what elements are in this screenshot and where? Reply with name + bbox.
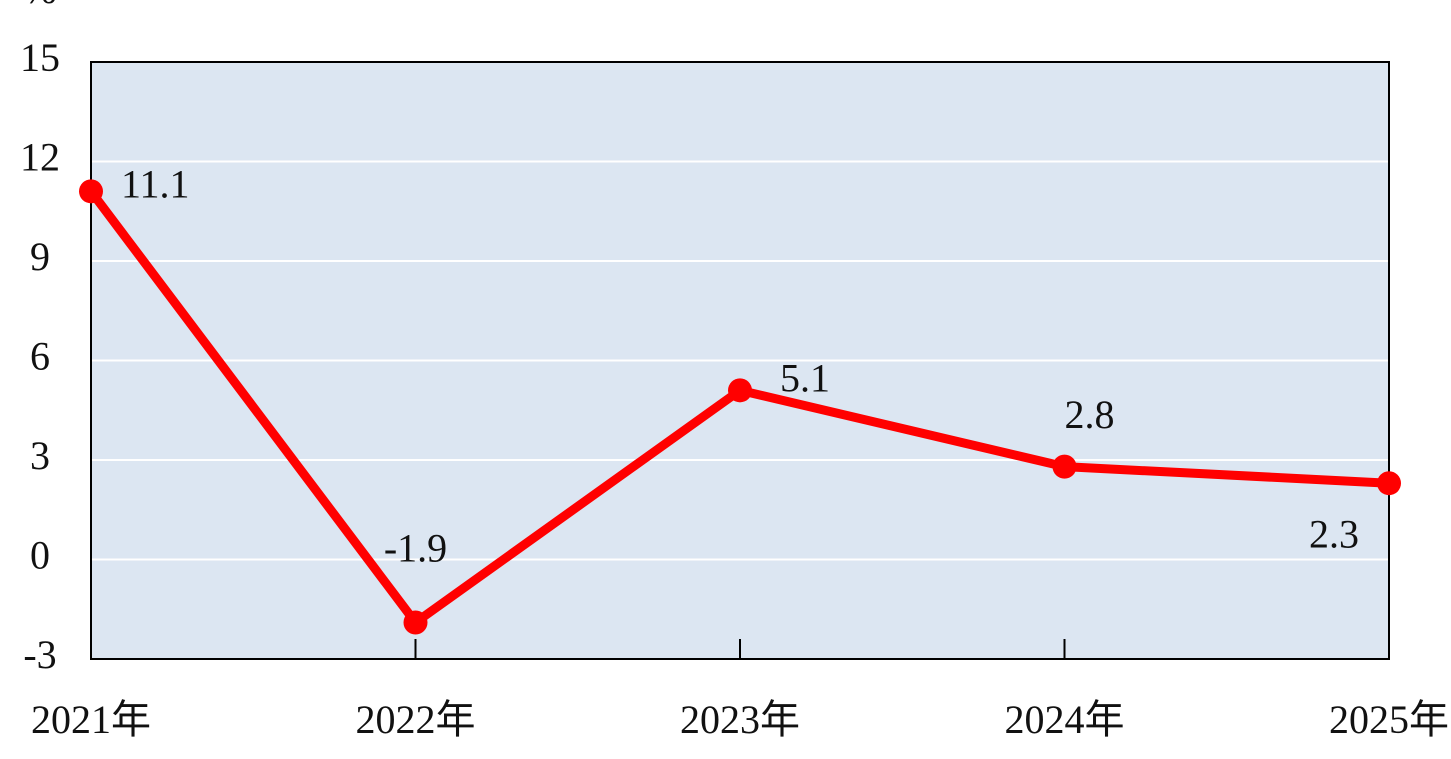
- x-tick-label: 2023年: [680, 697, 800, 742]
- data-label: 2.3: [1309, 511, 1359, 556]
- y-tick-label: 12: [20, 135, 60, 180]
- y-tick-label: 6: [30, 334, 50, 379]
- data-point: [728, 378, 752, 403]
- data-label: 11.1: [121, 162, 190, 207]
- y-tick-label: 9: [30, 234, 50, 279]
- data-point: [403, 610, 428, 635]
- y-tick-label: 3: [30, 433, 50, 478]
- y-tick-label: -3: [23, 632, 56, 677]
- data-label: 5.1: [780, 356, 830, 401]
- data-point: [79, 179, 103, 204]
- y-tick-label: 15: [20, 35, 60, 80]
- data-label: 2.8: [1065, 392, 1115, 437]
- x-tick-label: 2024年: [1005, 697, 1125, 742]
- x-tick-label: 2021年: [31, 697, 151, 742]
- data-label: -1.9: [384, 526, 447, 571]
- data-point: [1052, 454, 1077, 479]
- x-tick-label: 2022年: [356, 697, 476, 742]
- x-tick-label: 2025年: [1329, 697, 1449, 742]
- y-tick-label: 0: [30, 533, 50, 578]
- data-point: [1377, 471, 1401, 496]
- y-axis-unit: %: [23, 0, 56, 12]
